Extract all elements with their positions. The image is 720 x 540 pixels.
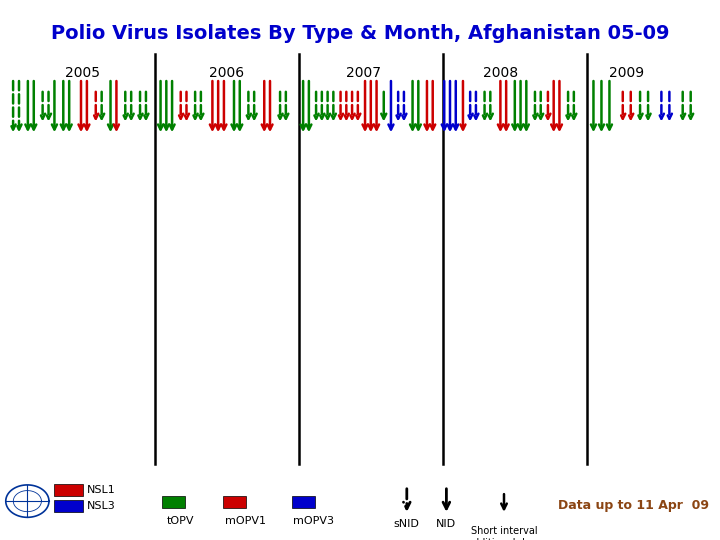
Text: NSL3: NSL3 bbox=[86, 501, 115, 511]
Text: mOPV3: mOPV3 bbox=[293, 516, 334, 526]
Text: 2007: 2007 bbox=[346, 66, 381, 80]
Text: 2008: 2008 bbox=[483, 66, 518, 80]
Text: 2006: 2006 bbox=[210, 66, 244, 80]
Bar bbox=[54, 484, 83, 496]
Text: Data up to 11 Apr  09: Data up to 11 Apr 09 bbox=[558, 500, 709, 512]
Text: NID: NID bbox=[436, 519, 456, 529]
Text: Short interval
additional dose: Short interval additional dose bbox=[467, 526, 541, 540]
Bar bbox=[292, 496, 315, 508]
Bar bbox=[54, 500, 83, 512]
Text: sNID: sNID bbox=[394, 519, 420, 529]
Text: tOPV: tOPV bbox=[166, 516, 194, 526]
Text: mOPV1: mOPV1 bbox=[225, 516, 266, 526]
Text: NSL1: NSL1 bbox=[86, 485, 115, 495]
Text: Polio Virus Isolates By Type & Month, Afghanistan 05-09: Polio Virus Isolates By Type & Month, Af… bbox=[50, 24, 670, 43]
Text: 2009: 2009 bbox=[609, 66, 644, 80]
Text: 2005: 2005 bbox=[66, 66, 100, 80]
Bar bbox=[223, 496, 246, 508]
Bar bbox=[162, 496, 185, 508]
